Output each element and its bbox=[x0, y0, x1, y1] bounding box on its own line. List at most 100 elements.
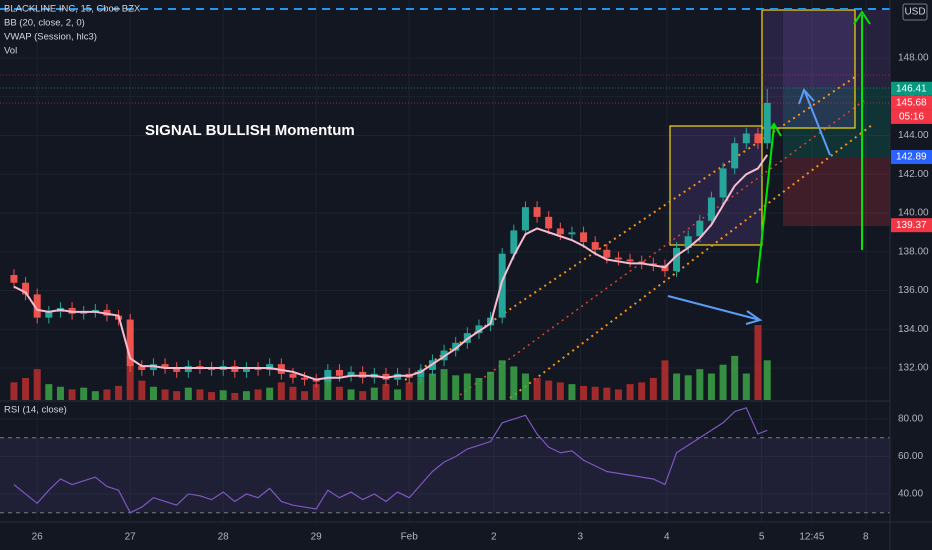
volume-bar bbox=[126, 364, 134, 400]
volume-bar bbox=[394, 389, 402, 400]
x-tick-label: 3 bbox=[578, 532, 584, 543]
x-tick-label: 28 bbox=[218, 532, 230, 543]
volume-bar bbox=[10, 382, 18, 400]
candle-body bbox=[763, 102, 771, 144]
volume-bar bbox=[556, 382, 564, 400]
candle-body bbox=[719, 168, 727, 198]
candle-body bbox=[591, 242, 599, 250]
volume-bar bbox=[719, 364, 727, 400]
candle-body bbox=[533, 207, 541, 217]
candle-body bbox=[580, 232, 588, 243]
volume-bar bbox=[742, 373, 750, 400]
y-tick-label: 60.00 bbox=[898, 451, 923, 462]
volume-bar bbox=[161, 389, 169, 400]
annotation: SIGNAL BULLISH Momentum bbox=[145, 122, 355, 139]
volume-bar bbox=[487, 371, 495, 400]
volume-bar bbox=[56, 386, 64, 400]
grid bbox=[0, 0, 890, 522]
volume-bar bbox=[440, 369, 448, 400]
candle-body bbox=[731, 143, 739, 169]
y-tick-label: 142.00 bbox=[898, 169, 929, 180]
price-label: 142.89 bbox=[896, 152, 927, 163]
volume-bar bbox=[301, 391, 309, 400]
x-tick-label: 2 bbox=[491, 532, 497, 543]
volume-bar bbox=[184, 387, 192, 400]
volume-bar bbox=[614, 389, 622, 400]
x-tick-label: 27 bbox=[125, 532, 137, 543]
volume-bar bbox=[138, 380, 146, 400]
volume-bar bbox=[312, 384, 320, 400]
price-label-bg bbox=[891, 218, 932, 233]
candle-body bbox=[603, 249, 611, 258]
volume-bar bbox=[68, 389, 76, 400]
volume-bar bbox=[533, 377, 541, 400]
volume-bar bbox=[149, 386, 157, 400]
volume-bar bbox=[405, 382, 413, 400]
currency: USD bbox=[904, 7, 925, 18]
volume-bar bbox=[22, 377, 30, 400]
candle-body bbox=[614, 257, 622, 260]
stop-zone bbox=[783, 157, 890, 226]
volume-bar bbox=[254, 389, 262, 400]
volume-bar bbox=[763, 360, 771, 400]
volume-bar bbox=[707, 373, 715, 400]
indicator: Vol bbox=[4, 46, 17, 57]
volume-bar bbox=[731, 355, 739, 400]
arrow-head bbox=[853, 10, 871, 25]
candle-body bbox=[568, 232, 576, 235]
x-tick-label: 8 bbox=[863, 532, 869, 543]
volume-bar bbox=[196, 389, 204, 400]
volume-bar bbox=[684, 375, 692, 400]
price-label: 146.41 bbox=[896, 83, 927, 94]
y-tick-label: 136.00 bbox=[898, 285, 929, 296]
candle-body bbox=[289, 373, 297, 378]
volume-bar bbox=[173, 391, 181, 400]
candle-body bbox=[173, 368, 181, 372]
x-tick-label: Feb bbox=[401, 532, 419, 543]
volume-bar bbox=[231, 392, 239, 400]
y-tick-label: 140.00 bbox=[898, 208, 929, 219]
candle-body bbox=[521, 207, 529, 231]
volume-bar bbox=[91, 391, 99, 400]
volume-bar bbox=[45, 384, 53, 400]
volume-bar bbox=[603, 387, 611, 400]
arrow-head bbox=[798, 88, 815, 105]
volume-bar bbox=[242, 391, 250, 400]
price-label-bg bbox=[891, 81, 932, 96]
candle-body bbox=[684, 236, 692, 248]
candle-body bbox=[33, 294, 41, 318]
x-tick-label: 4 bbox=[664, 532, 670, 543]
volume-bar bbox=[359, 391, 367, 400]
candle-body bbox=[138, 366, 146, 370]
y-tick-label: 148.00 bbox=[898, 53, 929, 64]
x-tick-label: 12:45 bbox=[799, 532, 824, 543]
volume-bar bbox=[335, 386, 343, 400]
volume-bar bbox=[463, 373, 471, 400]
volume-bar bbox=[347, 389, 355, 400]
volume-bar bbox=[649, 377, 657, 400]
countdown-bg bbox=[891, 109, 932, 124]
volume-bar bbox=[661, 360, 669, 400]
y-tick-label: 138.00 bbox=[898, 246, 929, 257]
price-label-bg bbox=[891, 149, 932, 164]
volume-bar bbox=[568, 384, 576, 400]
y-tick-label: 132.00 bbox=[898, 363, 929, 374]
y-tick-label: 80.00 bbox=[898, 414, 923, 425]
candle-body bbox=[626, 259, 634, 262]
volume-bar bbox=[626, 384, 634, 400]
volume-bar bbox=[80, 387, 88, 400]
candle-body bbox=[475, 325, 483, 334]
candle-body bbox=[45, 311, 53, 318]
candle-body bbox=[556, 228, 564, 235]
candle-body bbox=[324, 369, 332, 382]
y-tick-label: 40.00 bbox=[898, 489, 923, 500]
candle-body bbox=[347, 371, 355, 376]
marks bbox=[10, 88, 771, 514]
volume-bar bbox=[754, 325, 762, 400]
x-tick-label: 5 bbox=[759, 532, 765, 543]
price-label: 139.37 bbox=[896, 220, 927, 231]
volume-bar bbox=[545, 380, 553, 400]
y-tick-label: 134.00 bbox=[898, 324, 929, 335]
volume-bar bbox=[428, 373, 436, 400]
